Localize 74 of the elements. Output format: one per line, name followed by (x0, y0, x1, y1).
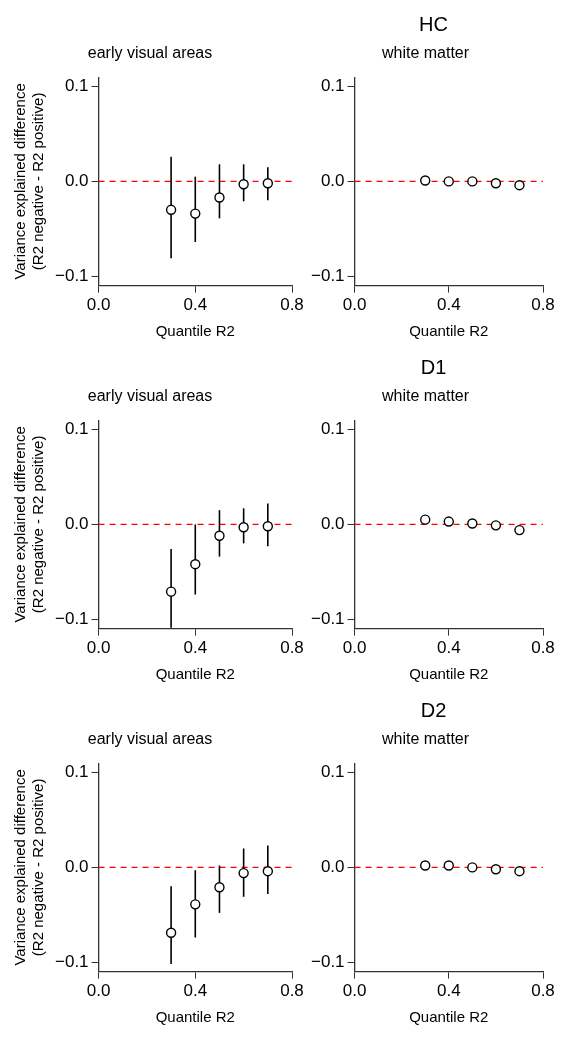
y-axis-title: Variance explained difference (R2 negative - R2 positive) (11, 769, 47, 966)
x-tick-label: 0.0 (342, 638, 367, 658)
x-axis-title: Quantile R2 (155, 1008, 235, 1026)
y-tick-label: −0.1 (311, 608, 345, 628)
x-tick-label: 0.8 (280, 981, 304, 1001)
y-tick-label: 0.0 (64, 857, 89, 877)
point (238, 179, 249, 190)
point (420, 514, 431, 525)
x-tick-label: 0.4 (436, 981, 461, 1001)
x-tick-label: 0.8 (280, 638, 304, 658)
y-axis-title: Variance explained difference (R2 negative - R2 positive) (11, 83, 47, 280)
x-tick-label: 0.0 (86, 981, 111, 1001)
chart-subtitle: white matter (380, 730, 470, 748)
y-tick-label: 0.0 (64, 171, 89, 191)
point (238, 522, 249, 533)
point (165, 586, 177, 597)
chart-subtitle: white matter (380, 44, 470, 62)
y-tick-label: −0.1 (311, 951, 345, 971)
x-tick-label: 0.0 (342, 981, 367, 1001)
y-tick-label: 0.1 (320, 762, 345, 782)
y-tick-label: 0.1 (64, 76, 89, 96)
x-axis-title: Quantile R2 (409, 665, 489, 683)
point (214, 530, 225, 541)
x-tick-label: 0.0 (86, 295, 111, 315)
x-tick-label: 0.8 (531, 295, 555, 315)
y-tick-label: 0.1 (64, 419, 89, 439)
chart-title: D1 (419, 355, 448, 380)
y-tick-label: 0.0 (320, 514, 345, 534)
point (238, 867, 249, 879)
y-tick-label: 0.1 (320, 76, 345, 96)
point (165, 927, 177, 938)
y-tick-label: 0.1 (64, 762, 89, 782)
x-tick-label: 0.4 (436, 295, 461, 315)
x-tick-label: 0.4 (183, 981, 208, 1001)
y-tick-label: 0.0 (320, 857, 345, 877)
point (214, 882, 225, 893)
x-tick-label: 0.8 (280, 295, 304, 315)
chart-title: D2 (419, 698, 448, 723)
point (190, 899, 201, 910)
y-tick-label: −0.1 (311, 265, 345, 285)
point (490, 520, 502, 531)
chart-title: HC (418, 12, 449, 37)
y-tick-label: −0.1 (55, 608, 89, 628)
y-tick-label: −0.1 (55, 951, 89, 971)
y-tick-label: −0.1 (55, 265, 89, 285)
point (165, 204, 177, 216)
point (262, 521, 274, 532)
point (443, 516, 454, 527)
chart-subtitle: white matter (380, 387, 470, 405)
chart-subtitle: early visual areas (87, 44, 213, 62)
point (262, 178, 274, 189)
x-axis-title: Quantile R2 (155, 665, 235, 683)
point (190, 208, 201, 219)
x-tick-label: 0.4 (183, 638, 208, 658)
x-tick-label: 0.8 (531, 981, 555, 1001)
x-tick-label: 0.0 (86, 638, 111, 658)
x-tick-label: 0.4 (436, 638, 461, 658)
x-tick-label: 0.4 (183, 295, 208, 315)
point (190, 558, 201, 570)
point (514, 524, 525, 536)
chart-subtitle: early visual areas (87, 387, 213, 405)
y-tick-label: 0.0 (320, 171, 345, 191)
point (467, 518, 478, 529)
x-tick-label: 0.8 (531, 638, 555, 658)
x-axis-title: Quantile R2 (155, 322, 235, 340)
point (214, 192, 225, 203)
x-tick-label: 0.0 (342, 295, 367, 315)
y-axis-title: Variance explained difference (R2 negative - R2 positive) (11, 426, 47, 623)
chart-subtitle: early visual areas (87, 730, 213, 748)
y-tick-label: 0.0 (64, 514, 89, 534)
point (262, 865, 274, 877)
x-axis-title: Quantile R2 (409, 1008, 489, 1026)
y-tick-label: 0.1 (320, 419, 345, 439)
x-axis-title: Quantile R2 (409, 322, 489, 340)
